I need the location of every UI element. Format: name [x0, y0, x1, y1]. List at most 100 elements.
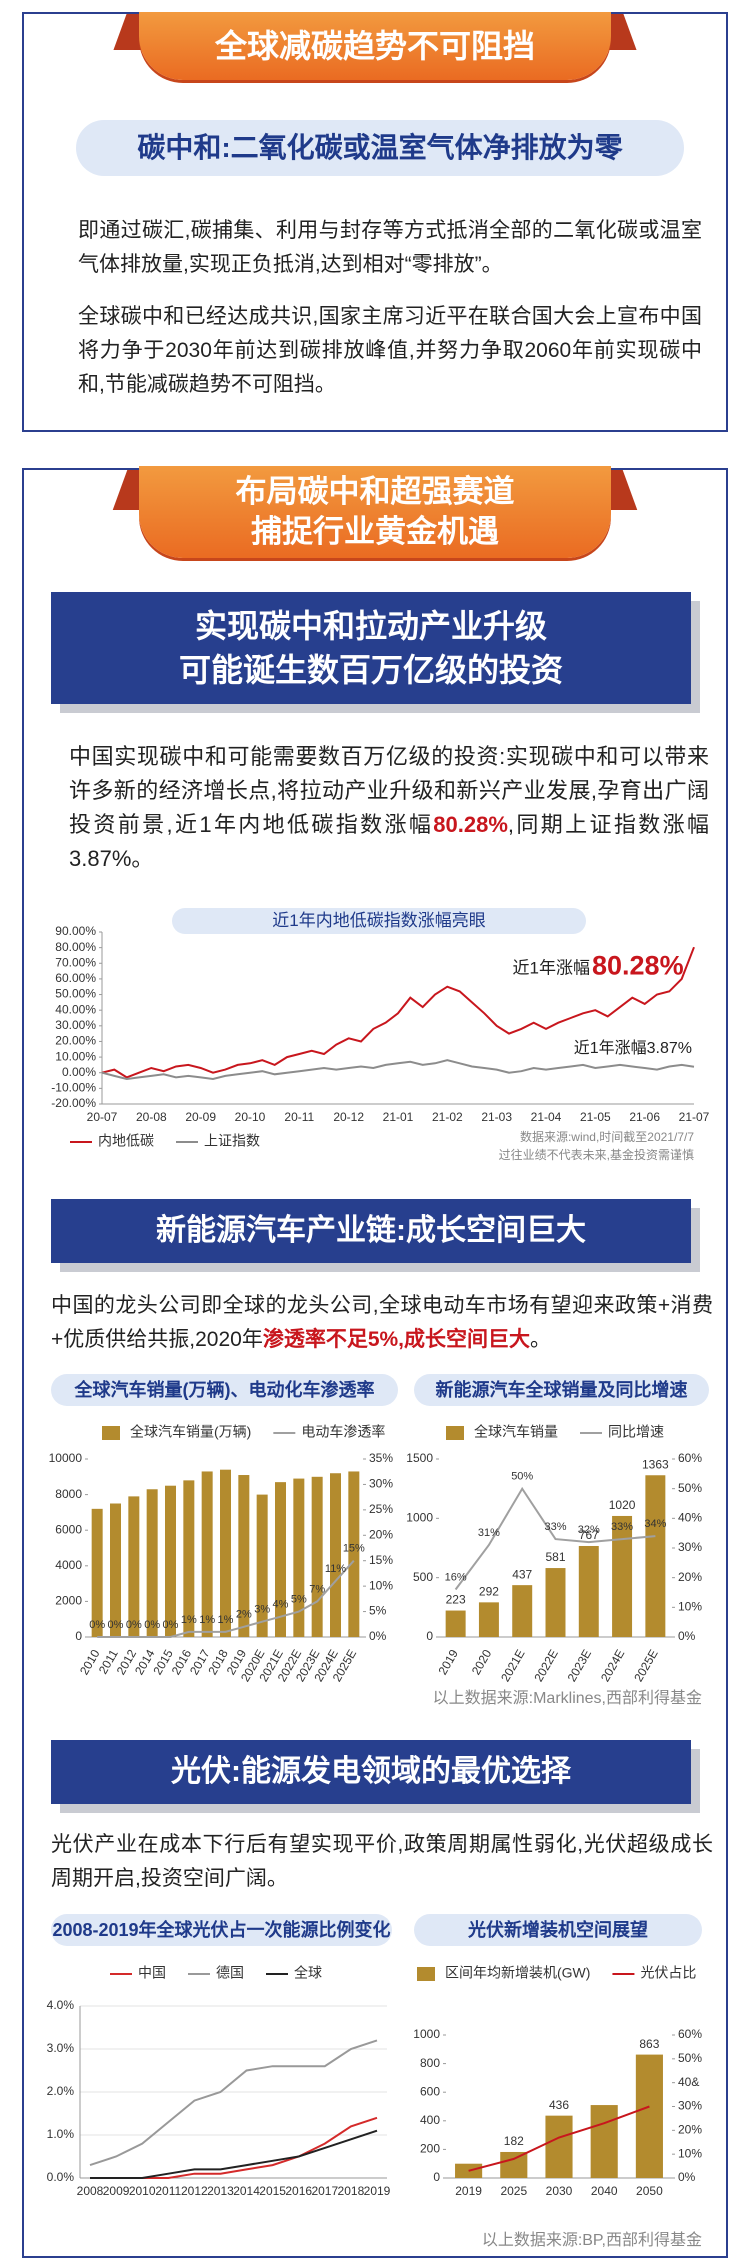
data-label: 0%: [126, 1619, 142, 1631]
y-tick-label: 2000: [55, 1594, 82, 1608]
x-tick-label: 2014: [233, 2184, 260, 2198]
bar: [590, 2105, 618, 2178]
x-tick-label: 2025: [500, 2184, 527, 2198]
line-series: [97, 1560, 355, 1638]
annotation: 80.28%: [592, 950, 684, 980]
y-tick-label: 4.0%: [47, 1998, 75, 2012]
x-tick-label: 2019: [436, 1647, 462, 1677]
x-tick-label: 21-03: [481, 1110, 512, 1124]
x-tick-label: 21-04: [531, 1110, 562, 1124]
x-tick-label: 20-12: [333, 1110, 364, 1124]
legend-label: 内地低碳: [98, 1133, 154, 1149]
x-tick-label: 2022E: [531, 1647, 560, 1684]
y-tick-label: 200: [420, 2142, 440, 2156]
data-label: 581: [545, 1550, 565, 1564]
y-tick-label: 10%: [678, 1600, 702, 1614]
data-label: 292: [479, 1585, 499, 1599]
y-tick-label: 5%: [369, 1604, 387, 1618]
legend-label: 光伏占比: [640, 1965, 696, 1981]
y-tick-label: 500: [413, 1570, 433, 1584]
banner-line: 布局碳中和超强赛道: [235, 474, 515, 509]
x-tick-label: 2020: [469, 1647, 495, 1677]
x-tick-label: 2017: [311, 2184, 338, 2198]
source: 数据来源:wind,时间截至2021/7/7: [520, 1129, 694, 1144]
x-tick-label: 2025E: [631, 1647, 660, 1684]
paragraph: 全球碳中和已经达成共识,国家主席习近平在联合国大会上宣布中国将力争于2030年前…: [78, 305, 702, 396]
y-tick-label: 70.00%: [55, 955, 96, 969]
y-tick-label: 20.00%: [55, 1034, 96, 1048]
section-box: [22, 468, 728, 2258]
bar: [512, 1585, 533, 1637]
x-tick-label: 2040: [591, 2184, 618, 2198]
y-tick-label: 40.00%: [55, 1002, 96, 1016]
y-tick-label: 80.00%: [55, 940, 96, 954]
data-label: 5%: [291, 1593, 307, 1605]
bar: [146, 1489, 158, 1637]
x-tick-label: 21-07: [679, 1110, 710, 1124]
data-label: 15%: [343, 1543, 365, 1555]
x-tick-label: 2016: [285, 2184, 312, 2198]
chart-title: 全球汽车销量(万辆)、电动化车渗透率: [51, 1374, 398, 1406]
y-tick-label: 4000: [55, 1558, 82, 1572]
bar: [238, 1475, 250, 1637]
y-tick-label: 20%: [369, 1527, 393, 1541]
legend-label: 电动车渗透率: [301, 1424, 385, 1440]
x-tick-label: 2010: [129, 2184, 156, 2198]
y-tick-label: 2.0%: [47, 2084, 75, 2098]
y-tick-label: 0%: [369, 1629, 387, 1643]
source: 过往业绩不代表未来,基金投资需谨慎: [499, 1147, 694, 1162]
data-label: 1020: [609, 1498, 636, 1512]
y-tick-label: 30%: [678, 1540, 702, 1554]
y-tick-label: 10%: [678, 2146, 702, 2160]
bar: [293, 1478, 305, 1637]
y-tick-label: 0: [75, 1629, 82, 1643]
y-tick-label: 0: [433, 2170, 440, 2184]
legend-swatch: [446, 1426, 464, 1440]
y-tick-label: 1000: [406, 1511, 433, 1525]
legend-label: 中国: [138, 1965, 166, 1981]
banner-line: 捕捉行业黄金机遇: [251, 514, 499, 549]
line-series: [101, 946, 695, 1079]
x-tick-label: 2011: [155, 2184, 181, 2198]
y-tick-label: 0: [426, 1629, 433, 1643]
y-tick-label: 50%: [678, 1481, 702, 1495]
paragraph: 中国实现碳中和可能需要数百万亿级的投资:实现碳中和可以带来许多新的经济增长点,将…: [69, 740, 709, 876]
bar: [183, 1480, 195, 1637]
x-tick-label: 2010: [77, 1647, 103, 1677]
y-tick-label: 1500: [406, 1451, 433, 1465]
data-label: 437: [512, 1567, 532, 1581]
y-tick-label: 600: [420, 2084, 440, 2098]
y-tick-label: 25%: [369, 1502, 393, 1516]
legend-label: 德国: [216, 1965, 244, 1981]
data-label: 16%: [445, 1571, 467, 1583]
banner: 布局碳中和超强赛道 捕捉行业黄金机遇: [139, 466, 611, 558]
y-tick-label: 90.00%: [55, 924, 96, 938]
y-tick-label: 10.00%: [55, 1049, 96, 1063]
y-tick-label: 60%: [678, 2027, 702, 2041]
y-tick-label: 30%: [369, 1477, 393, 1491]
legend-label: 全球: [294, 1965, 322, 1981]
y-tick-label: 50%: [678, 2051, 702, 2065]
y-tick-label: -10.00%: [51, 1081, 96, 1095]
y-tick-label: 6000: [55, 1522, 82, 1536]
line-series: [101, 1059, 695, 1081]
x-tick-label: 20-07: [87, 1110, 118, 1124]
chart-title: 光伏新增装机空间展望: [414, 1914, 702, 1946]
x-tick-label: 2019: [364, 2184, 391, 2198]
bar: [645, 1475, 666, 1637]
x-tick-label: 20-11: [284, 1110, 314, 1124]
x-tick-label: 2024E: [598, 1647, 627, 1684]
bar: [612, 1515, 633, 1637]
y-tick-label: 1.0%: [47, 2127, 75, 2141]
data-label: 863: [639, 2037, 659, 2051]
x-tick-label: 20-08: [136, 1110, 167, 1124]
subtitle: 碳中和:二氧化碳或温室气体净排放为零: [76, 120, 684, 176]
data-label: 0%: [89, 1619, 105, 1631]
x-tick-label: 20-09: [185, 1110, 216, 1124]
line-series: [454, 1486, 656, 1591]
legend-label: 全球汽车销量(万辆): [130, 1424, 251, 1440]
y-tick-label: 40&: [678, 2075, 699, 2089]
y-tick-label: 10%: [369, 1578, 393, 1592]
legend-label: 同比增速: [608, 1424, 664, 1440]
